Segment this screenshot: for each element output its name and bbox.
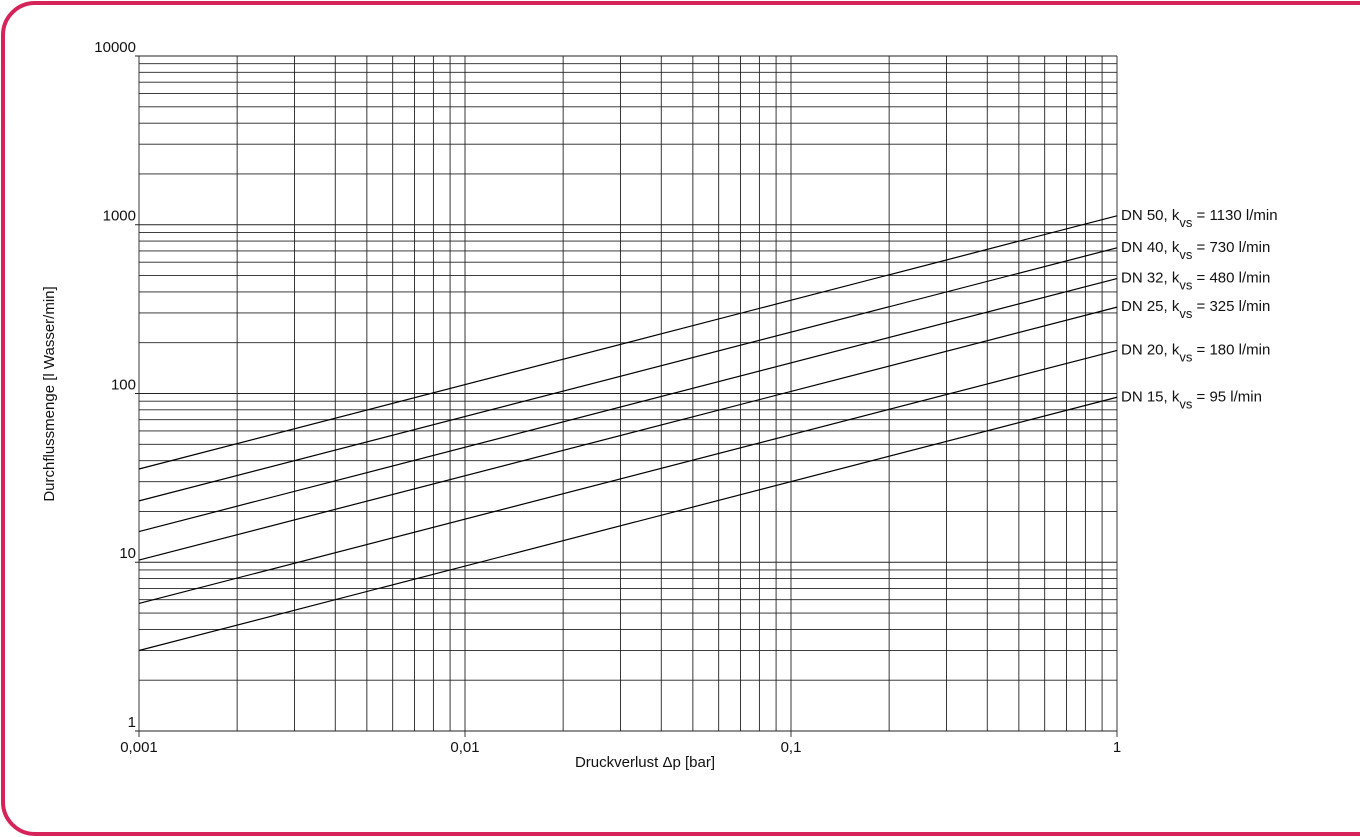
series-label-part: DN 25, k <box>1121 298 1180 315</box>
x-axis-label: Druckverlust Δp [bar] <box>575 754 715 771</box>
series-label-part: = 325 l/min <box>1192 298 1270 315</box>
series-label-part: DN 20, k <box>1121 341 1180 358</box>
series-label-part: DN 50, k <box>1121 207 1180 224</box>
series-label-part: = 480 l/min <box>1192 270 1270 287</box>
series-line <box>138 215 1118 470</box>
series-label-part: = 180 l/min <box>1192 341 1270 358</box>
series-label-part: vs <box>1179 247 1193 262</box>
series-label-part: DN 15, k <box>1121 388 1180 405</box>
x-tick-label: 0,001 <box>120 739 158 756</box>
y-tick-label: 1 <box>128 714 136 731</box>
series-label: DN 20, kvs = 180 l/min <box>1121 341 1270 364</box>
series-label: DN 25, kvs = 325 l/min <box>1121 298 1270 321</box>
x-tick-label: 1 <box>1113 739 1121 756</box>
series-label: DN 40, kvs = 730 l/min <box>1121 239 1270 262</box>
series-label-part: vs <box>1179 215 1193 230</box>
series-label-part: vs <box>1179 349 1193 364</box>
series-line <box>138 277 1118 533</box>
series-label-part: vs <box>1179 396 1193 411</box>
series-label-part: = 1130 l/min <box>1192 207 1277 224</box>
series-label-part: = 95 l/min <box>1192 388 1262 405</box>
x-tick-label: 0,1 <box>781 739 802 756</box>
series-label-part: DN 32, k <box>1121 270 1180 287</box>
y-tick-label: 1000 <box>103 208 136 225</box>
y-tick-label: 100 <box>111 376 136 393</box>
series-line <box>138 349 1118 605</box>
y-tick-label: 10 <box>119 545 136 562</box>
y-tick-label: 10000 <box>94 39 136 56</box>
series-label-part: vs <box>1179 277 1193 292</box>
series-label: DN 15, kvs = 95 l/min <box>1121 388 1262 411</box>
series-line <box>138 396 1118 652</box>
y-axis-label: Durchflussmenge [l Wasser/min] <box>41 286 58 501</box>
series-label-part: = 730 l/min <box>1192 239 1270 256</box>
series-line <box>138 247 1118 502</box>
series-label: DN 32, kvs = 480 l/min <box>1121 270 1270 293</box>
series-line <box>138 306 1118 561</box>
series-label-part: vs <box>1179 306 1193 321</box>
x-tick-label: 0,01 <box>450 739 479 756</box>
series-label-part: DN 40, k <box>1121 239 1180 256</box>
series-label: DN 50, kvs = 1130 l/min <box>1121 207 1278 230</box>
